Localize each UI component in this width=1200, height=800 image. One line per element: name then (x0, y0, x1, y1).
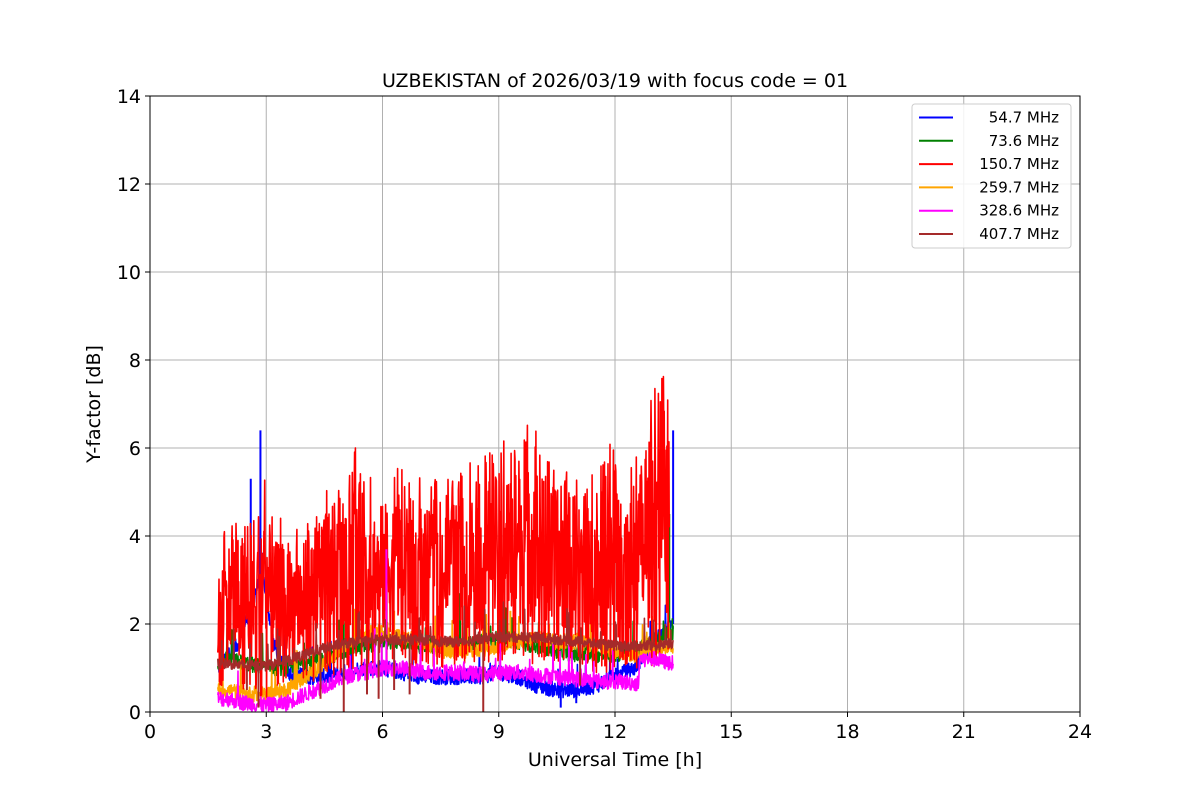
x-tick-label: 3 (260, 721, 272, 743)
y-tick-label: 4 (129, 526, 141, 548)
y-tick-label: 2 (129, 614, 141, 636)
y-tick-label: 0 (129, 702, 141, 724)
x-tick-label: 18 (835, 721, 859, 743)
series-407-7-mhz (217, 601, 674, 712)
x-tick-label: 24 (1068, 721, 1092, 743)
x-tick-label: 15 (719, 721, 743, 743)
x-axis-label: Universal Time [h] (528, 749, 702, 771)
x-tick-label: 12 (603, 721, 627, 743)
legend-item-407-7-mhz: 407.7 MHz (919, 225, 1059, 243)
plot-series (217, 375, 675, 712)
y-tick-label: 12 (117, 174, 141, 196)
legend-item-259-7-mhz: 259.7 MHz (919, 178, 1059, 196)
y-tick-label: 6 (129, 438, 141, 460)
series-line (217, 375, 670, 698)
legend-label: 328.6 MHz (979, 202, 1059, 220)
legend-item-73-6-mhz: 73.6 MHz (919, 132, 1059, 150)
legend-label: 150.7 MHz (979, 155, 1059, 173)
legend-label: 407.7 MHz (979, 225, 1059, 243)
legend-label: 259.7 MHz (979, 178, 1059, 196)
x-tick-label: 0 (144, 721, 156, 743)
x-tick-label: 21 (952, 721, 976, 743)
legend: 54.7 MHz 73.6 MHz 150.7 MHz 259.7 MHz 328.6 … (911, 103, 1072, 249)
legend-item-54-7-mhz: 54.7 MHz (919, 109, 1059, 127)
x-tick-label: 9 (493, 721, 505, 743)
chart-title: UZBEKISTAN of 2026/03/19 with focus code… (382, 70, 848, 92)
series-line (217, 601, 674, 672)
legend-item-150-7-mhz: 150.7 MHz (919, 155, 1059, 173)
y-tick-label: 10 (117, 262, 141, 284)
legend-item-328-6-mhz: 328.6 MHz (919, 202, 1059, 220)
y-tick-label: 8 (129, 350, 141, 372)
x-tick-label: 6 (376, 721, 388, 743)
y-tick-label: 14 (117, 86, 141, 108)
legend-label: 54.7 MHz (989, 109, 1059, 127)
y-axis-label: Y-factor [dB] (83, 345, 105, 464)
legend-label: 73.6 MHz (989, 132, 1059, 150)
series-150-7-mhz (217, 375, 670, 698)
series-line (217, 632, 674, 712)
